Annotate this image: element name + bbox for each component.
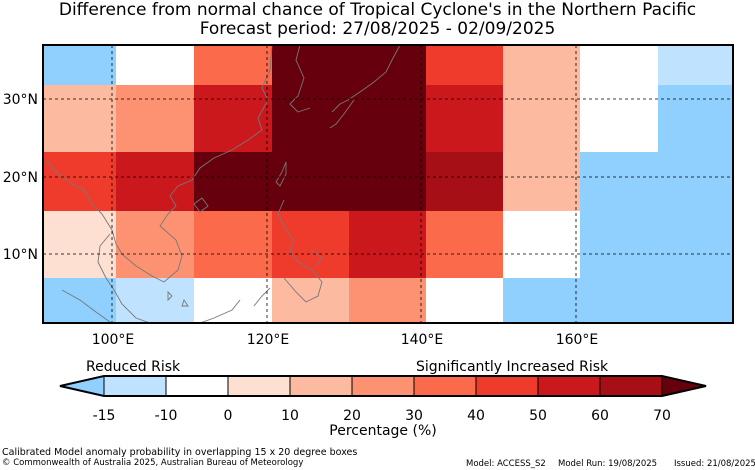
colorbar-segment — [351, 375, 415, 397]
grid-cell — [426, 152, 503, 211]
grid-cell — [194, 45, 272, 85]
grid-cell — [426, 211, 503, 278]
graticule — [43, 45, 733, 323]
grid-cell — [503, 278, 733, 323]
colorbar-tick: 20 — [343, 408, 361, 424]
colorbar-low-extension — [59, 375, 105, 397]
lon-label: 120°E — [247, 332, 290, 348]
colorbar-tick: 60 — [591, 408, 609, 424]
lon-label: 140°E — [401, 332, 444, 348]
colorbar-segment — [599, 375, 663, 397]
grid-cell — [658, 45, 733, 85]
grid-cell — [43, 85, 116, 152]
lat-label: 20°N — [3, 170, 38, 186]
grid-cell — [194, 152, 426, 211]
lon-label: 100°E — [92, 332, 135, 348]
grid-cell — [272, 85, 426, 152]
colorbar-tick: -15 — [93, 408, 116, 424]
map-subtitle: Forecast period: 27/08/2025 - 02/09/2025 — [199, 19, 556, 39]
colorbar-segment — [413, 375, 477, 397]
footer-description: Calibrated Model anomaly probability in … — [2, 447, 358, 458]
colorbar-tick: 50 — [529, 408, 547, 424]
map-title: Difference from normal chance of Tropica… — [58, 0, 697, 20]
colorbar-segment — [475, 375, 539, 397]
footer-model: Model: ACCESS_S2 — [466, 459, 546, 469]
colorbar-segment — [227, 375, 291, 397]
coastlines — [45, 45, 401, 323]
probability-grid — [43, 45, 733, 323]
legend-right-label: Significantly Increased Risk — [416, 359, 609, 375]
grid-cell — [116, 278, 194, 323]
colorbar-segment — [165, 375, 229, 397]
colorbar-tick: 40 — [467, 408, 485, 424]
lat-label: 30°N — [3, 92, 38, 108]
lat-label: 10°N — [3, 247, 38, 263]
lon-label: 160°E — [556, 332, 599, 348]
grid-cell — [503, 152, 580, 211]
footer-model-run: Model Run: 19/08/2025 — [558, 459, 658, 469]
grid-cell — [580, 45, 658, 85]
grid-cell — [116, 211, 194, 278]
grid-cell — [426, 45, 503, 85]
grid-cell — [426, 85, 503, 152]
footer-issued: Issued: 21/08/2025 — [674, 459, 755, 469]
grid-cell — [272, 45, 426, 85]
colorbar-tick: 30 — [405, 408, 423, 424]
grid-cell — [580, 152, 733, 211]
footer-copyright: © Commonwealth of Australia 2025, Austra… — [2, 458, 304, 468]
colorbar-tick: -10 — [155, 408, 178, 424]
grid-cell — [503, 85, 580, 152]
colorbar-high-extension — [661, 375, 707, 397]
grid-cell — [194, 211, 272, 278]
grid-cell — [580, 211, 733, 278]
colorbar-tick: 10 — [281, 408, 299, 424]
grid-cell — [503, 211, 580, 278]
grid-cell — [658, 85, 733, 152]
grid-cell — [349, 278, 426, 323]
colorbar-tick: 70 — [653, 408, 671, 424]
grid-cell — [43, 278, 116, 323]
grid-cell — [116, 85, 194, 152]
grid-cell — [116, 152, 194, 211]
colorbar-segment — [103, 375, 167, 397]
grid-cell — [272, 211, 349, 278]
grid-cell — [194, 85, 272, 152]
colorbar-tick: 0 — [224, 408, 233, 424]
map-frame — [42, 44, 734, 324]
grid-cell — [43, 45, 116, 85]
grid-cell — [43, 152, 116, 211]
grid-cell — [194, 278, 272, 323]
colorbar-segment — [537, 375, 601, 397]
grid-cell — [503, 45, 580, 85]
grid-cell — [43, 211, 116, 278]
colorbar-label: Percentage (%) — [329, 423, 436, 439]
colorbar-segment — [289, 375, 353, 397]
grid-cell — [349, 211, 426, 278]
colorbar — [59, 375, 707, 397]
grid-cell — [116, 45, 194, 85]
legend-left-label: Reduced Risk — [86, 359, 181, 375]
grid-cell — [580, 85, 658, 152]
grid-cell — [272, 278, 349, 323]
grid-cell — [426, 278, 503, 323]
